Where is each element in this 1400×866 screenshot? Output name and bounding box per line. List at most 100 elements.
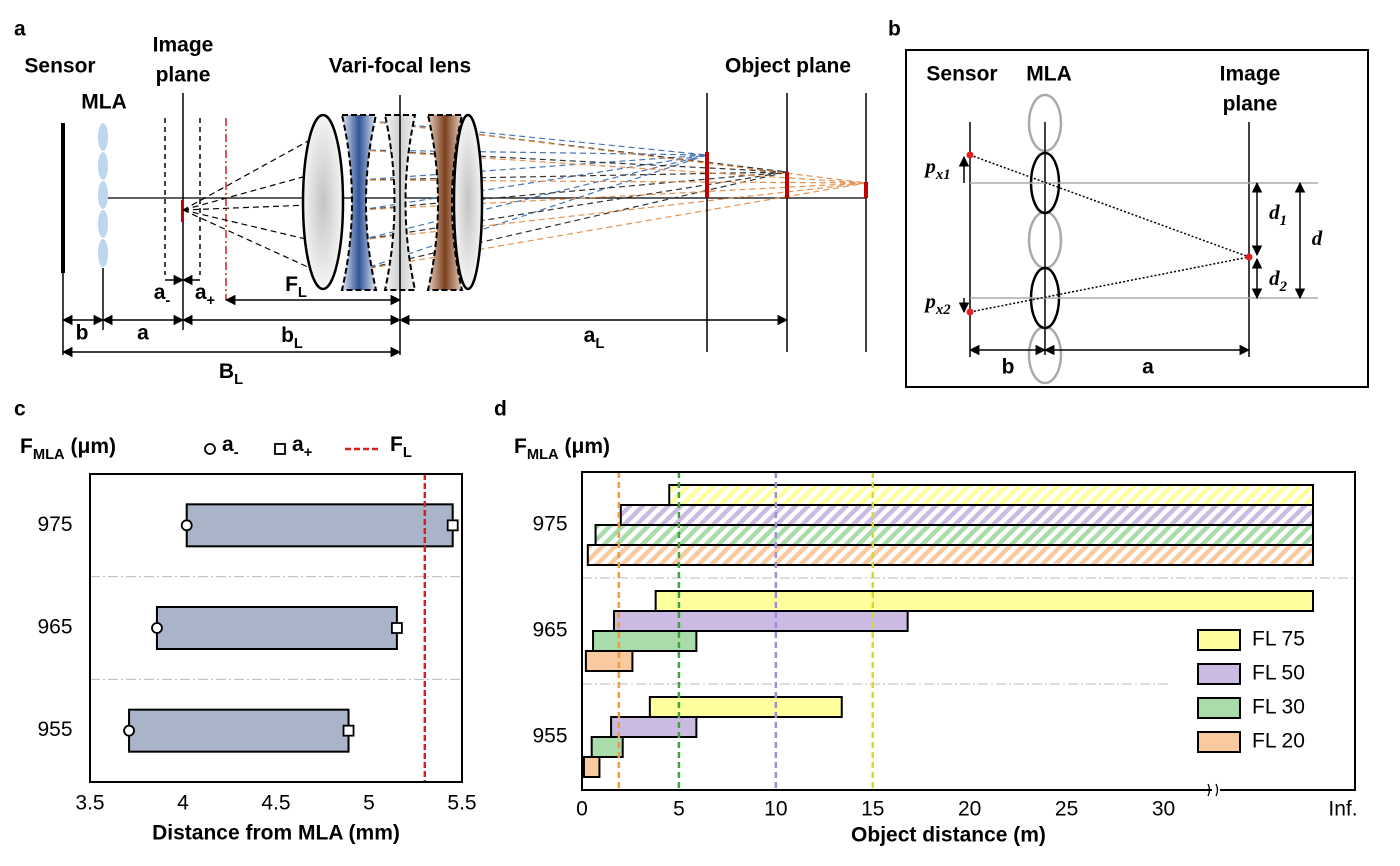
- legend-label: FL: [390, 433, 412, 461]
- label: FL: [285, 273, 307, 301]
- lens: [452, 113, 484, 291]
- label: a: [1142, 356, 1154, 379]
- legend-label: FL 50: [1252, 662, 1305, 685]
- legend-swatch: [1197, 697, 1241, 719]
- label-sub: L: [298, 285, 307, 301]
- label: px2: [923, 289, 950, 319]
- legend-label: a-: [222, 433, 239, 461]
- legend-label-sub: -: [234, 445, 239, 461]
- point: [966, 151, 974, 159]
- label-main: a: [195, 281, 207, 304]
- label-sub: L: [595, 336, 604, 352]
- lens: [340, 114, 378, 291]
- panel-label: a: [14, 18, 26, 41]
- ray: [182, 204, 311, 211]
- x-tick-label: 25: [1055, 798, 1078, 821]
- y-tick-label: 975: [37, 513, 72, 536]
- point: [966, 308, 974, 316]
- bar: [584, 650, 634, 672]
- legend-label: FL 20: [1252, 730, 1305, 753]
- label-main: p: [923, 289, 936, 313]
- label: bL: [281, 324, 303, 352]
- legend-label: FL 30: [1252, 696, 1305, 719]
- ray: [359, 171, 788, 181]
- marker: [151, 622, 163, 634]
- bar: [654, 590, 1314, 612]
- bar: [648, 696, 843, 718]
- x-tick-label: 30: [1152, 798, 1175, 821]
- label-sub: L: [294, 336, 303, 352]
- label: a: [137, 322, 149, 345]
- label-main: p: [923, 154, 936, 178]
- label-sub: 1: [1280, 213, 1287, 229]
- panel-label: c: [14, 398, 26, 421]
- label: d1: [1269, 200, 1287, 230]
- label-sub: L: [234, 372, 243, 388]
- label: b: [1002, 356, 1015, 379]
- x-tick-label: 5: [363, 792, 375, 815]
- legend-label: a+: [292, 433, 312, 461]
- x-tick-label: 5: [673, 798, 685, 821]
- y-title: FMLA (μm): [514, 435, 610, 463]
- y-title-main: F: [514, 435, 527, 458]
- label-sub: +: [207, 293, 216, 309]
- y-tick-label: 975: [532, 513, 567, 536]
- y-title: FMLA (μm): [20, 435, 116, 463]
- ray: [359, 171, 788, 211]
- label-main: a: [584, 324, 596, 347]
- label: Sensor: [926, 63, 997, 86]
- bar: [612, 610, 909, 632]
- plot-frame: [581, 471, 1356, 791]
- marker: [342, 724, 355, 737]
- x-tick-label: 15: [861, 798, 884, 821]
- label: Vari-focal lens: [329, 55, 471, 78]
- x-tick-label: 20: [958, 798, 981, 821]
- bar: [610, 716, 698, 738]
- legend-swatch: [1197, 629, 1241, 651]
- y-title-main: F: [20, 435, 33, 458]
- bar: [586, 544, 1314, 566]
- label: MLA: [1026, 63, 1072, 86]
- legend-label-main: a: [292, 433, 304, 456]
- x-title: Distance from MLA (mm): [152, 822, 400, 845]
- x-tick-label: 10: [764, 798, 787, 821]
- legend-marker: [204, 443, 216, 455]
- label: a-: [154, 281, 171, 309]
- ray: [359, 154, 708, 181]
- mla-lenslet: [98, 239, 108, 267]
- label-sub: x1: [935, 167, 951, 183]
- ray: [359, 171, 788, 241]
- x-tick-label: 5.5: [447, 792, 476, 815]
- legend-marker: [274, 443, 286, 455]
- mla-lenslet: [98, 152, 108, 180]
- label: MLA: [81, 91, 127, 114]
- x-tick-label: 3.5: [75, 792, 104, 815]
- ray: [359, 182, 867, 241]
- label: Sensor: [24, 55, 95, 78]
- ray: [359, 149, 708, 156]
- legend-label-sub: L: [403, 445, 412, 461]
- marker: [446, 519, 459, 532]
- ray: [359, 149, 788, 173]
- marker: [123, 724, 135, 737]
- label-main: b: [281, 324, 294, 347]
- label: px1: [923, 154, 950, 184]
- label-main: d: [1269, 266, 1280, 290]
- label: b: [76, 322, 89, 345]
- label: Object plane: [725, 55, 851, 78]
- label: BL: [219, 360, 243, 388]
- ray: [182, 209, 311, 241]
- label-main: d: [1269, 200, 1280, 224]
- legend-label-main: F: [390, 433, 403, 456]
- label: Image: [153, 34, 214, 57]
- ray: [359, 119, 708, 156]
- y-tick-label: 965: [532, 619, 567, 642]
- label: d: [1312, 226, 1323, 250]
- y-title-sub: MLA: [33, 447, 65, 463]
- y-title-rest: (μm): [559, 435, 610, 458]
- mla-lenslet: [98, 210, 108, 238]
- legend-label-sub: +: [304, 445, 313, 461]
- marker: [180, 519, 193, 532]
- bar: [592, 630, 698, 652]
- plot-frame: [89, 473, 463, 783]
